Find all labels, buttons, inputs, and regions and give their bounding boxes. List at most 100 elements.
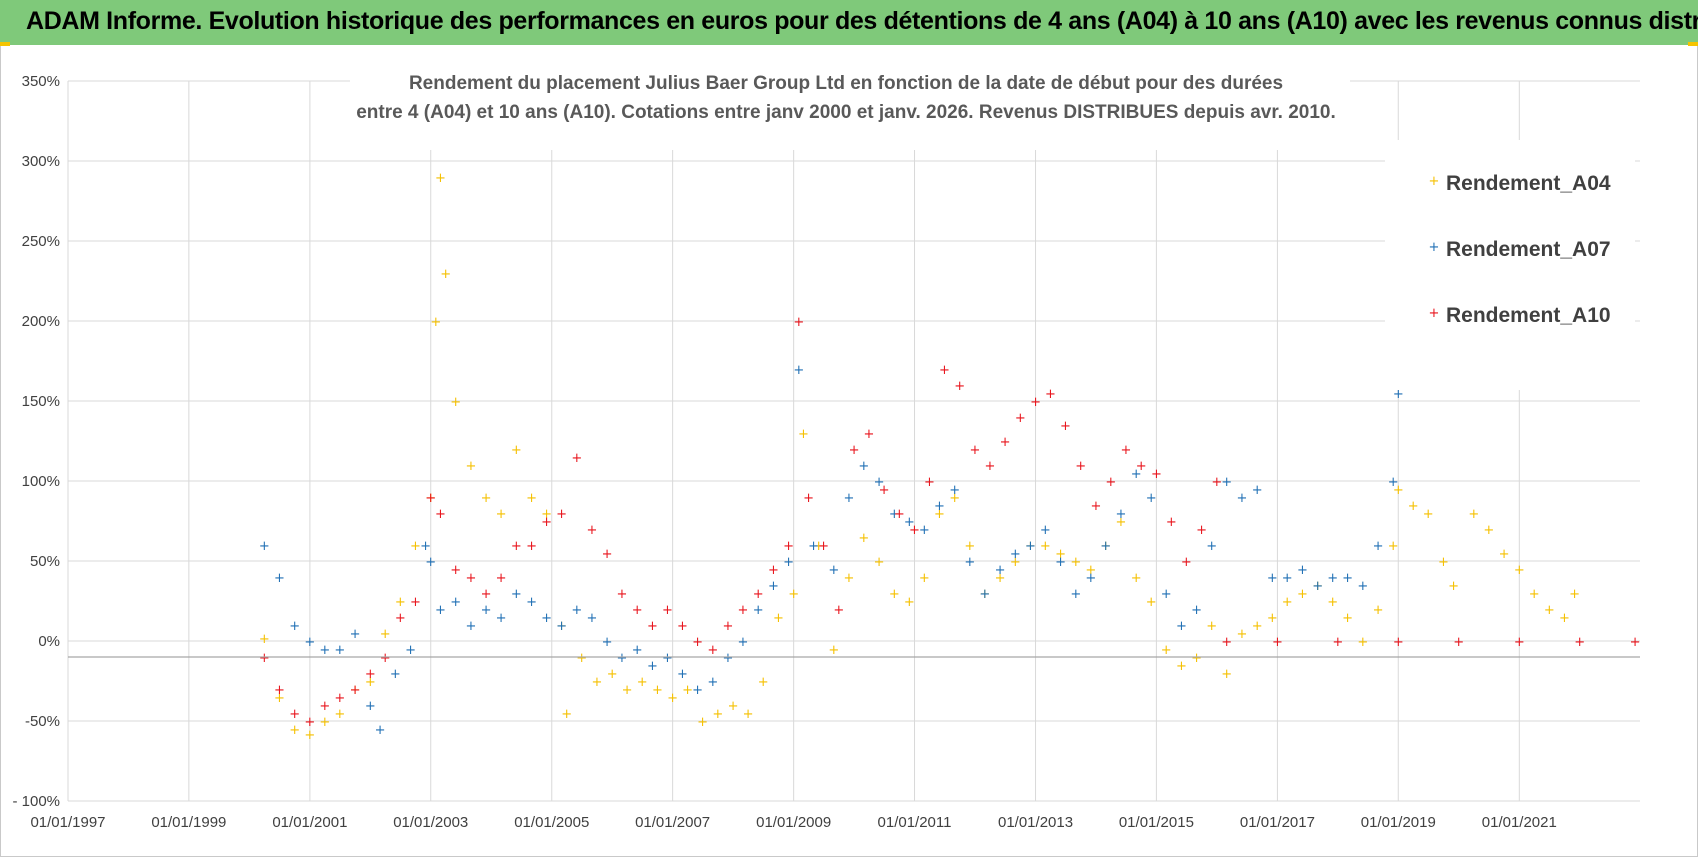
data-point-a10: + xyxy=(1221,635,1232,650)
data-point-a04: + xyxy=(1252,619,1263,634)
y-tick-label: 250% xyxy=(22,233,60,250)
data-point-a10: + xyxy=(395,611,406,626)
data-point-a10: + xyxy=(541,515,552,530)
data-point-a04: + xyxy=(1312,579,1323,594)
data-point-a04: + xyxy=(466,459,477,474)
series-a07: + + + + + + + + + + + + + + + + + + + + + + + + + + + + + + + + + + + + + + + +… xyxy=(259,363,1404,738)
data-point-a04: + xyxy=(1100,539,1111,554)
data-point-a10: + xyxy=(864,427,875,442)
axes: 350% 300% 250% 200% 150% 100% 50% 0% -50% - 100% 0… xyxy=(12,73,1640,831)
data-point-a04: + xyxy=(304,728,315,743)
data-point-a10: + xyxy=(435,507,446,522)
data-point-a07: + xyxy=(587,611,598,626)
data-point-a04: + xyxy=(1221,667,1232,682)
data-point-a04: + xyxy=(576,651,587,666)
data-point-a10: + xyxy=(753,587,764,602)
data-point-a10: + xyxy=(1120,443,1131,458)
y-tick-label: 200% xyxy=(22,313,60,330)
data-point-a07: + xyxy=(334,643,345,658)
data-point-a07: + xyxy=(259,539,270,554)
data-point-a04: + xyxy=(1569,587,1580,602)
data-point-a04: + xyxy=(430,315,441,330)
data-point-a07: + xyxy=(783,555,794,570)
data-point-a07: + xyxy=(1116,507,1127,522)
data-point-a10: + xyxy=(647,619,658,634)
data-point-a10: + xyxy=(526,539,537,554)
data-point-a10: + xyxy=(1196,523,1207,538)
legend-label-a07: Rendement_A07 xyxy=(1446,238,1611,261)
data-point-a07: + xyxy=(889,507,900,522)
x-tick-label: 01/01/1997 xyxy=(30,814,105,831)
data-point-a07: + xyxy=(808,539,819,554)
data-point-a07: + xyxy=(768,579,779,594)
data-point-a04: + xyxy=(813,539,824,554)
data-point-a07: + xyxy=(1146,491,1157,506)
data-point-a07: + xyxy=(934,499,945,514)
data-point-a04: + xyxy=(667,691,678,706)
legend-background xyxy=(1385,140,1635,390)
y-tick-label: -50% xyxy=(25,713,60,730)
data-point-a04: + xyxy=(979,587,990,602)
data-point-a07: + xyxy=(1131,467,1142,482)
data-point-a04: + xyxy=(289,723,300,738)
data-point-a10: + xyxy=(1091,499,1102,514)
x-tick-label: 01/01/2021 xyxy=(1482,814,1557,831)
data-point-a07: + xyxy=(1176,619,1187,634)
data-point-a10: + xyxy=(1075,459,1086,474)
data-point-a04: + xyxy=(995,571,1006,586)
data-point-a04: + xyxy=(541,507,552,522)
data-point-a07: + xyxy=(1327,571,1338,586)
data-point-a07: + xyxy=(425,555,436,570)
data-point-a04: + xyxy=(1267,611,1278,626)
data-point-a07: + xyxy=(319,643,330,658)
data-point-a07: + xyxy=(304,635,315,650)
data-point-a07: + xyxy=(1191,603,1202,618)
data-point-a10: + xyxy=(571,451,582,466)
data-point-a07: + xyxy=(964,555,975,570)
data-point-a07: + xyxy=(843,491,854,506)
data-point-a04: + xyxy=(561,707,572,722)
data-point-a04: + xyxy=(949,491,960,506)
data-point-a10: + xyxy=(632,603,643,618)
y-tick-label: - 100% xyxy=(12,793,60,810)
data-point-a04: + xyxy=(874,555,885,570)
data-point-a04: + xyxy=(1161,643,1172,658)
data-point-a10: + xyxy=(909,523,920,538)
data-point-a07: + xyxy=(365,699,376,714)
data-point-a07: + xyxy=(1342,571,1353,586)
chart-title-line-1: Rendement du placement Julius Baer Group… xyxy=(409,73,1283,94)
data-point-a07: + xyxy=(1237,491,1248,506)
data-point-a10: + xyxy=(410,595,421,610)
legend-marker-a10: + xyxy=(1429,306,1440,321)
data-point-a07: + xyxy=(1312,579,1323,594)
data-point-a07: + xyxy=(1010,547,1021,562)
data-point-a07: + xyxy=(1161,587,1172,602)
data-point-a07: + xyxy=(526,595,537,610)
data-point-a10: + xyxy=(849,443,860,458)
data-point-a04: + xyxy=(365,675,376,690)
data-point-a10: + xyxy=(879,483,890,498)
legend: + Rendement_A04 + Rendement_A07 + Rendem… xyxy=(1385,140,1635,390)
title-background xyxy=(350,67,1350,150)
data-point-a10: + xyxy=(1211,475,1222,490)
data-point-a04: + xyxy=(1282,595,1293,610)
data-point-a10: + xyxy=(707,643,718,658)
data-point-a07: + xyxy=(1085,571,1096,586)
data-point-a07: + xyxy=(874,475,885,490)
data-point-a10: + xyxy=(722,619,733,634)
x-tick-label: 01/01/2005 xyxy=(514,814,589,831)
corner-accent-left xyxy=(0,42,10,46)
data-point-a10: + xyxy=(969,443,980,458)
data-point-a07: + xyxy=(1393,387,1404,402)
data-point-a07: + xyxy=(904,515,915,530)
data-point-a10: + xyxy=(259,651,270,666)
chart-title-line-2: entre 4 (A04) et 10 ans (A10). Cotations… xyxy=(356,102,1336,123)
data-point-a10: + xyxy=(1332,635,1343,650)
data-point-a10: + xyxy=(481,587,492,602)
data-point-a04: + xyxy=(1357,635,1368,650)
data-point-a07: + xyxy=(274,571,285,586)
data-point-a07: + xyxy=(1206,539,1217,554)
data-point-a10: + xyxy=(496,571,507,586)
data-point-a04: + xyxy=(1116,515,1127,530)
data-point-a07: + xyxy=(496,611,507,626)
